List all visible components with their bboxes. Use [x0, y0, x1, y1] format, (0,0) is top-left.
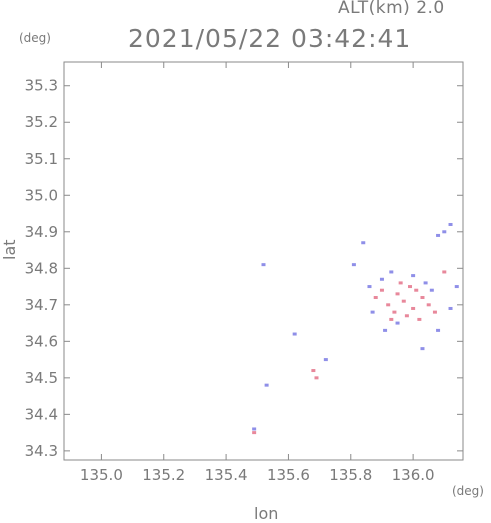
y-tick-label: 34.3	[25, 442, 58, 460]
echo-point	[314, 376, 319, 380]
echo-point	[414, 288, 419, 292]
echo-point	[423, 281, 428, 285]
echo-point	[411, 274, 416, 278]
echo-point	[389, 317, 394, 321]
plot-frame	[63, 61, 464, 461]
echo-point	[264, 383, 269, 387]
echo-point	[361, 241, 366, 245]
y-tick-label: 34.5	[25, 369, 58, 387]
echo-point	[383, 328, 388, 332]
echo-point	[379, 288, 384, 292]
x-tick-label: 135.2	[142, 466, 185, 484]
tick-label-group: 135.0 135.2 135.4 135.6 135.8 136.0 34.3 34.4 34…	[25, 77, 435, 484]
y-unit-label: (deg)	[19, 31, 51, 45]
echo-point-group	[252, 222, 459, 435]
y-tick-label: 34.7	[25, 296, 58, 314]
echo-point	[432, 310, 437, 314]
tick-group	[64, 62, 463, 460]
y-tick-label: 35.1	[25, 150, 58, 168]
echo-point	[373, 296, 378, 300]
echo-point	[442, 230, 447, 234]
echo-point	[401, 299, 406, 303]
echo-point	[429, 288, 434, 292]
timestamp-title: 2021/05/22 03:42:41	[128, 24, 412, 53]
echo-point	[351, 263, 356, 267]
echo-point	[448, 222, 453, 226]
echo-point	[370, 310, 375, 314]
x-unit-label: (deg)	[452, 484, 484, 498]
echo-point	[386, 303, 391, 307]
echo-point	[436, 328, 441, 332]
y-tick-label: 34.9	[25, 223, 58, 241]
echo-point	[420, 296, 425, 300]
echo-point	[442, 270, 447, 274]
y-tick-label: 35.0	[25, 186, 58, 204]
x-tick-label: 135.4	[205, 466, 248, 484]
echo-point	[379, 277, 384, 281]
echo-point	[395, 292, 400, 296]
echo-point	[436, 233, 441, 237]
y-tick-label: 35.3	[25, 77, 58, 95]
echo-point	[261, 263, 266, 267]
echo-point	[426, 303, 431, 307]
echo-point	[420, 347, 425, 351]
echo-point	[408, 285, 413, 289]
echo-point	[392, 310, 397, 314]
echo-point	[454, 285, 459, 289]
altitude-label: ALT(km) 2.0	[338, 0, 445, 18]
echo-point	[389, 270, 394, 274]
y-tick-label: 34.8	[25, 259, 58, 277]
x-axis-label: lon	[254, 504, 279, 523]
x-tick-label: 135.8	[329, 466, 372, 484]
echo-point	[292, 332, 297, 336]
y-tick-label: 34.4	[25, 405, 58, 423]
echo-point	[448, 306, 453, 310]
echo-point	[411, 306, 416, 310]
echo-point	[252, 427, 257, 431]
y-tick-label: 34.6	[25, 332, 58, 350]
echo-point	[311, 369, 316, 373]
echo-point	[404, 314, 409, 318]
y-tick-label: 35.2	[25, 113, 58, 131]
echo-point	[398, 281, 403, 285]
echo-point	[252, 431, 257, 435]
x-tick-label: 135.6	[267, 466, 310, 484]
echo-point	[417, 317, 422, 321]
echo-point	[395, 321, 400, 325]
echo-point	[323, 358, 328, 362]
echo-point	[367, 285, 372, 289]
x-tick-label: 136.0	[392, 466, 435, 484]
x-tick-label: 135.0	[80, 466, 123, 484]
